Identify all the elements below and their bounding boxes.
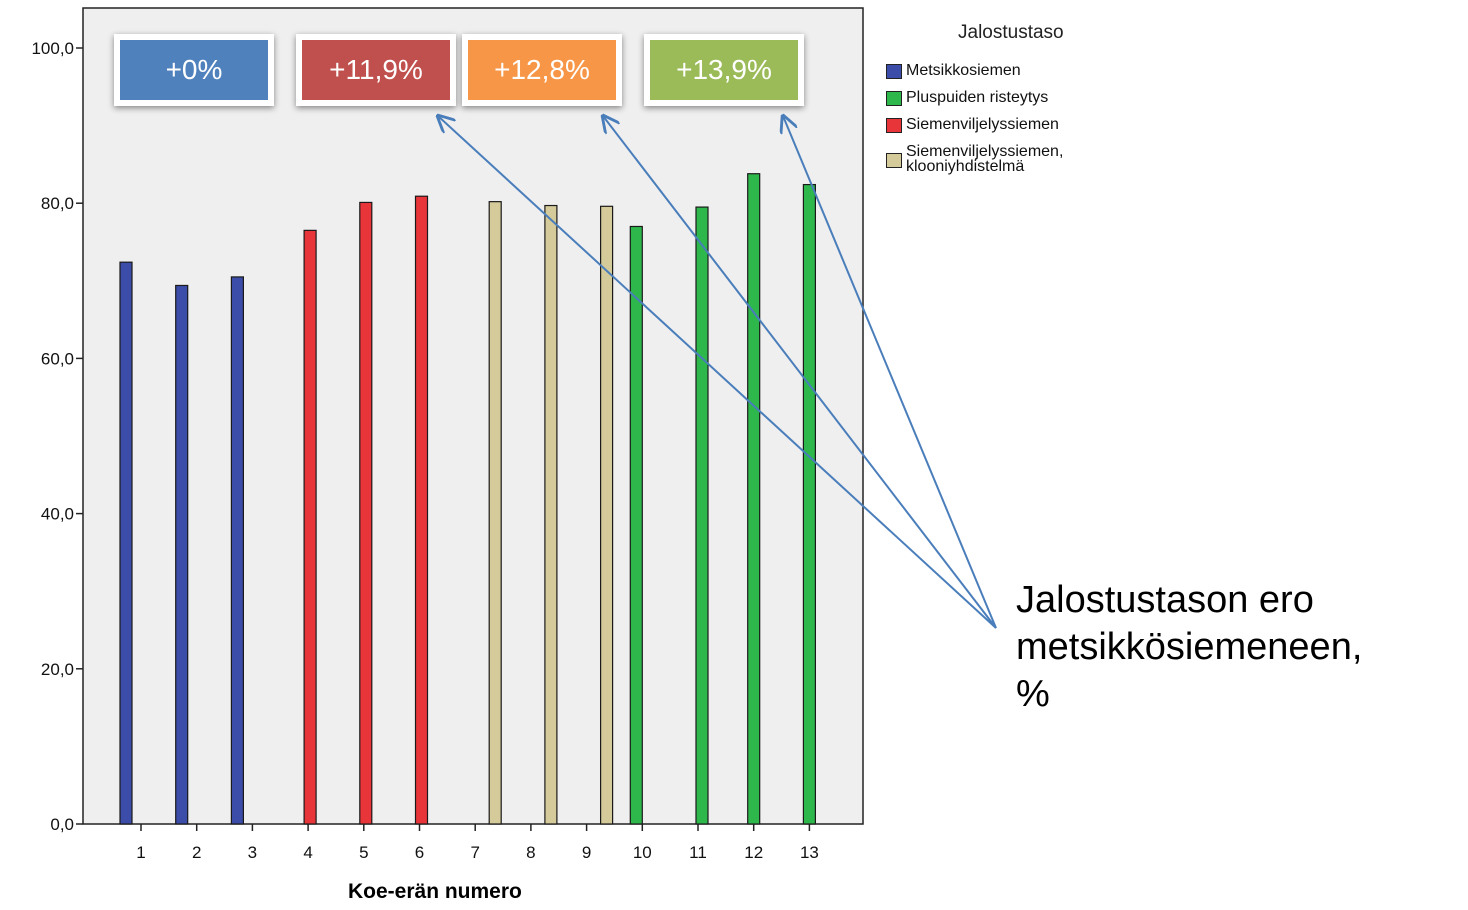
x-tick-label: 6 [415,843,424,862]
y-tick-label: 60,0 [41,349,74,368]
difference-badge-0: +0% [114,34,274,106]
x-tick-label: 12 [744,843,763,862]
x-tick-label: 9 [582,843,591,862]
legend-label: Pluspuiden risteytys [906,89,1049,106]
x-tick-label: 8 [526,843,535,862]
difference-badge-3: +13,9% [644,34,804,106]
difference-badge-1: +11,9% [296,34,456,106]
annotation-text: Jalostustason ero metsikkösiemeneen, % [1016,579,1363,715]
bar-8 [544,204,558,825]
bar-11 [695,206,709,825]
x-tick-label: 13 [800,843,819,862]
badge-label: +11,9% [302,40,450,100]
legend-item-klooniyhdistelma: Siemenviljelyssiemen, klooniyhdistelmä [886,143,1126,175]
bar-1 [119,261,133,825]
x-tick-label: 3 [248,843,257,862]
bar-6 [414,195,429,825]
legend-item-metsikkosiemen: Metsikkosiemen [886,62,1126,79]
badge-label: +13,9% [650,40,798,100]
x-tick-label: 2 [192,843,201,862]
x-tick-label: 11 [689,843,707,862]
difference-badge-2: +12,8% [462,34,622,106]
x-axis-label: Koe-erän numero [348,880,522,903]
y-tick-label: 40,0 [41,505,74,524]
bar-9 [599,205,614,825]
bar-12 [747,173,761,825]
bar-3 [230,276,244,825]
legend-swatch [886,64,902,79]
annotation-arrow [783,116,997,629]
legend-swatch [886,118,902,133]
x-tick-label: 7 [470,843,479,862]
y-tick-label: 20,0 [41,660,74,679]
bar-5 [359,201,373,825]
legend-item-pluspuiden-risteytys: Pluspuiden risteytys [886,89,1126,106]
x-tick-label: 4 [303,843,312,862]
plot-area [82,7,864,825]
x-tick-label: 5 [359,843,368,862]
bar-4 [303,229,317,825]
legend-swatch [886,91,902,106]
bar-10 [629,225,643,825]
legend-title: Jalostustaso [958,22,1064,43]
y-tick-label: 80,0 [41,194,74,213]
y-tick-label: 0,0 [50,815,74,834]
badge-label: +12,8% [468,40,616,100]
legend-item-siemenviljelyssiemen: Siemenviljelyssiemen [886,116,1126,133]
badge-label: +0% [120,40,268,100]
bar-7 [488,201,502,825]
annotation-arrow [603,116,997,629]
legend-label: Metsikkosiemen [906,62,1021,79]
bar-13 [802,183,817,825]
x-tick-label: 1 [136,843,145,862]
legend-label: Siemenviljelyssiemen, klooniyhdistelmä [906,143,1064,175]
x-tick-label: 10 [633,843,652,862]
legend-swatch [886,153,902,168]
y-tick-label: 100,0 [31,39,74,58]
annotation-arrow [438,116,997,629]
bar-2 [175,284,189,825]
legend-label: Siemenviljelyssiemen [906,116,1059,133]
